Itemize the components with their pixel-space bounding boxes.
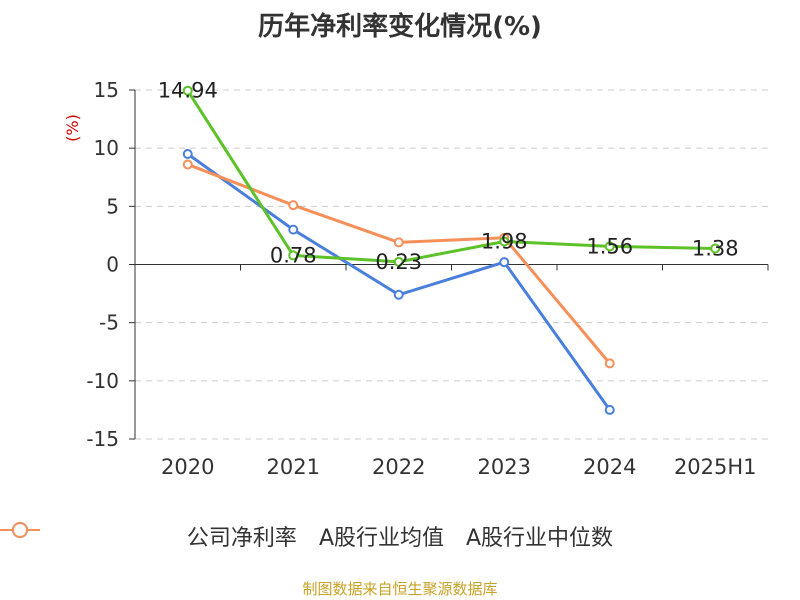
data-point — [604, 404, 615, 415]
legend-item-company[interactable]: 公司净利率 — [0, 520, 297, 552]
series-line-0 — [186, 89, 716, 264]
x-tick-label: 2021 — [267, 455, 320, 479]
y-tick-label: -15 — [86, 427, 119, 451]
data-label: 1.38 — [692, 236, 739, 260]
legend-label-company: 公司净利率 — [186, 526, 297, 551]
data-point — [288, 200, 299, 211]
x-tick-label: 2024 — [583, 455, 636, 479]
legend-label-industry-mean: A股行业均值 — [318, 526, 444, 551]
x-tick-label: 2025H1 — [674, 455, 757, 479]
data-point — [182, 148, 193, 159]
x-tick-label: 2020 — [161, 455, 214, 479]
data-label: 1.98 — [481, 229, 528, 253]
data-point — [499, 236, 510, 247]
legend-label-industry-median: A股行业中位数 — [466, 526, 614, 551]
y-tick-label: 5 — [106, 194, 119, 218]
y-tick-label: 10 — [94, 136, 119, 160]
data-point — [604, 358, 615, 369]
y-tick-label: 0 — [106, 253, 119, 277]
y-axis-label: (%) — [63, 114, 82, 142]
data-label: 14.94 — [158, 79, 218, 103]
data-point — [393, 237, 404, 248]
x-tick-label: 2023 — [478, 455, 531, 479]
data-point — [288, 250, 299, 261]
legend-item-industry-median[interactable]: A股行业中位数 — [0, 520, 614, 552]
x-tick-label: 2022 — [372, 455, 425, 479]
chart-title: 历年净利率变化情况(%) — [258, 12, 542, 42]
y-tick-label: -10 — [86, 369, 119, 393]
legend-item-industry-mean[interactable]: A股行业均值 — [0, 520, 444, 552]
data-point — [393, 289, 404, 300]
data-source-note: 制图数据来自恒生聚源数据库 — [302, 580, 498, 598]
legend: 公司净利率 A股行业均值 A股行业中位数 — [0, 520, 800, 552]
legend-marker-industry-median — [0, 522, 40, 538]
data-point — [710, 243, 721, 254]
data-point — [182, 159, 193, 170]
data-label: 0.23 — [375, 250, 422, 274]
data-point — [182, 85, 193, 96]
data-label: 0.78 — [270, 243, 317, 267]
data-point — [288, 224, 299, 235]
y-tick-label: -5 — [99, 311, 119, 335]
data-point — [393, 256, 404, 267]
data-label: 1.56 — [586, 234, 633, 258]
data-point — [604, 241, 615, 252]
series-line-1 — [186, 152, 611, 411]
data-point — [499, 257, 510, 268]
y-tick-label: 15 — [94, 78, 119, 102]
